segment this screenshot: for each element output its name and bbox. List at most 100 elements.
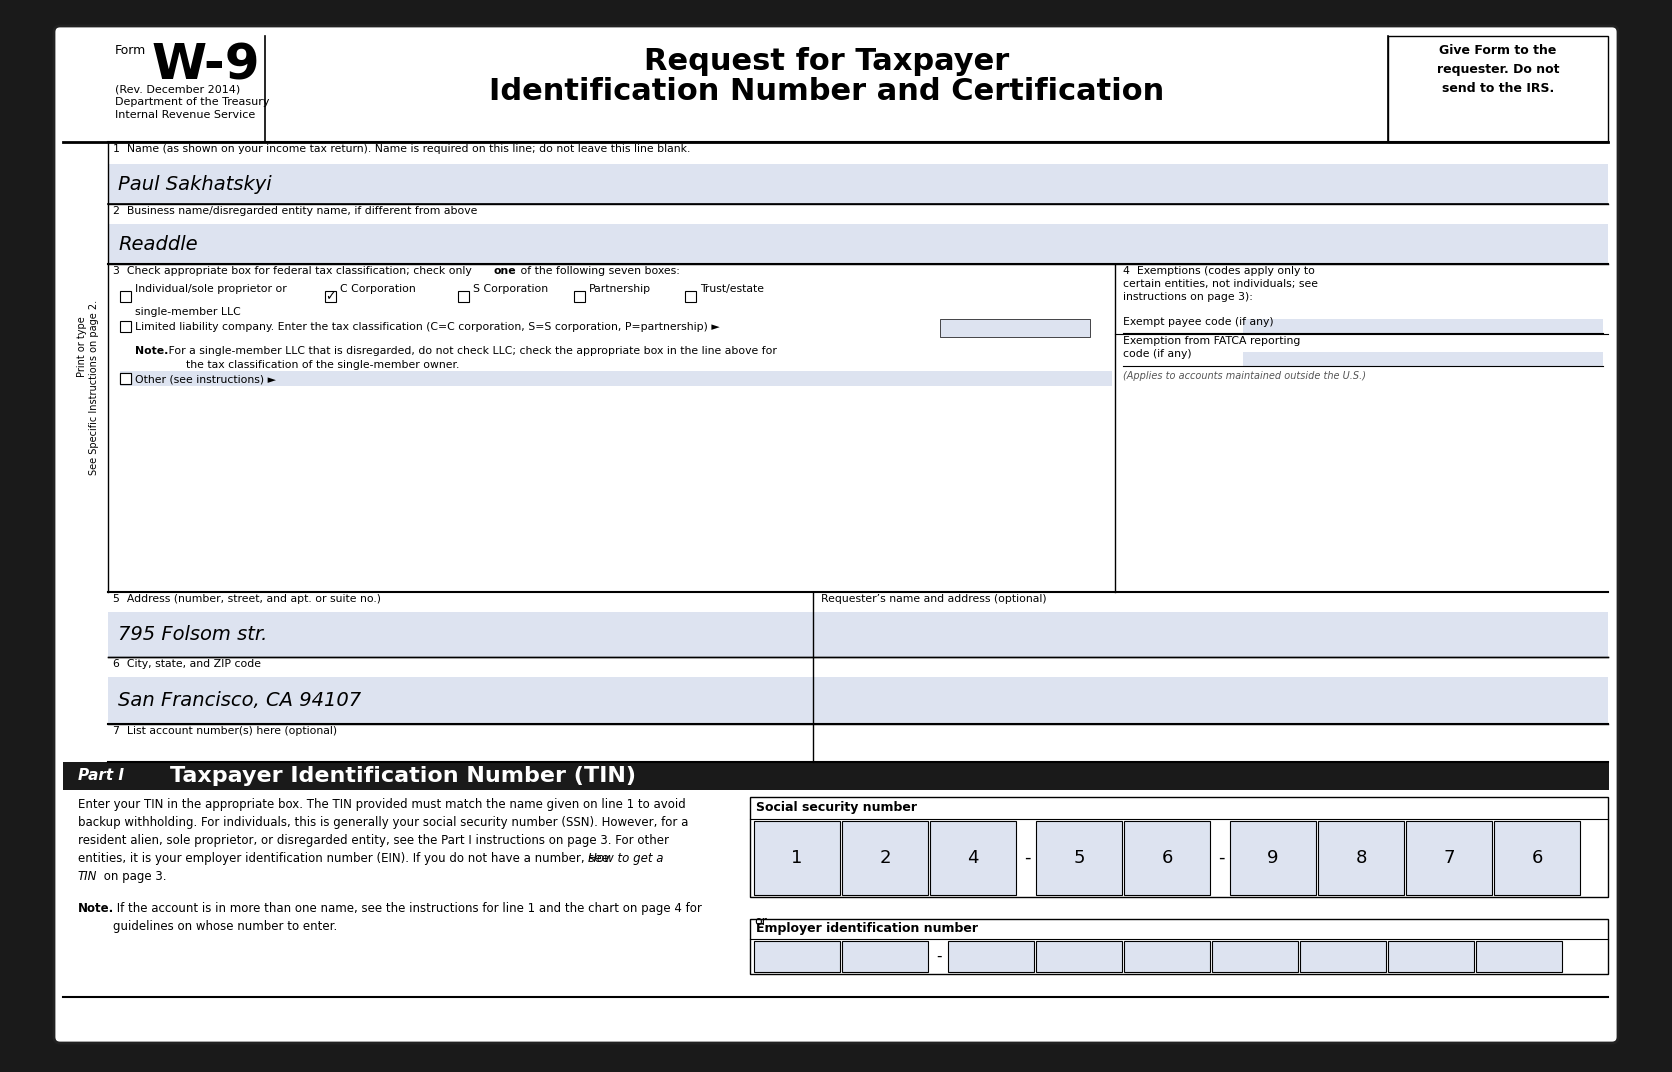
- Bar: [120, 291, 130, 302]
- Bar: [120, 371, 1112, 386]
- Text: Taxpayer Identification Number (TIN): Taxpayer Identification Number (TIN): [171, 766, 635, 786]
- Text: (Rev. December 2014): (Rev. December 2014): [115, 84, 241, 94]
- Text: Note.: Note.: [135, 346, 169, 356]
- Text: Exempt payee code (if any): Exempt payee code (if any): [1124, 317, 1274, 327]
- Text: See Specific Instructions on page 2.: See Specific Instructions on page 2.: [89, 299, 99, 475]
- Text: 6: 6: [1532, 849, 1543, 867]
- Bar: [1037, 941, 1122, 972]
- Text: Note.: Note.: [79, 903, 114, 915]
- Text: Partnership: Partnership: [589, 284, 650, 294]
- Bar: [1476, 941, 1562, 972]
- Text: -: -: [936, 949, 941, 964]
- Text: on page 3.: on page 3.: [100, 870, 167, 883]
- Text: If the account is in more than one name, see the instructions for line 1 and the: If the account is in more than one name,…: [114, 903, 702, 934]
- Bar: [573, 291, 585, 302]
- Bar: [120, 373, 130, 384]
- Text: 2  Business name/disregarded entity name, if different from above: 2 Business name/disregarded entity name,…: [114, 206, 478, 215]
- Text: 6  City, state, and ZIP code: 6 City, state, and ZIP code: [114, 659, 261, 669]
- Text: single-member LLC: single-member LLC: [135, 307, 241, 317]
- Text: Request for Taxpayer: Request for Taxpayer: [644, 47, 1010, 76]
- Text: Individual/sole proprietor or: Individual/sole proprietor or: [135, 284, 288, 294]
- Text: Identification Number and Certification: Identification Number and Certification: [488, 77, 1164, 106]
- Bar: [64, 762, 1608, 790]
- Bar: [1495, 821, 1580, 895]
- Text: Paul Sakhatskyi: Paul Sakhatskyi: [119, 175, 271, 194]
- Text: San Francisco, CA 94107: San Francisco, CA 94107: [119, 691, 361, 710]
- Bar: [1124, 821, 1211, 895]
- Bar: [1406, 821, 1491, 895]
- Text: 4: 4: [966, 849, 978, 867]
- Bar: [686, 291, 696, 302]
- Text: 6: 6: [1162, 849, 1172, 867]
- Text: 1: 1: [791, 849, 803, 867]
- Bar: [1301, 941, 1386, 972]
- Text: 7  List account number(s) here (optional): 7 List account number(s) here (optional): [114, 726, 338, 736]
- Text: 8: 8: [1356, 849, 1366, 867]
- Text: Employer identification number: Employer identification number: [756, 922, 978, 935]
- Text: For a single-member LLC that is disregarded, do not check LLC; check the appropr: For a single-member LLC that is disregar…: [166, 346, 777, 370]
- Bar: [109, 224, 1608, 264]
- Bar: [948, 941, 1033, 972]
- Text: ✓: ✓: [326, 291, 336, 303]
- Bar: [120, 373, 130, 384]
- Text: 5: 5: [1073, 849, 1085, 867]
- Bar: [109, 678, 813, 724]
- Bar: [1037, 821, 1122, 895]
- Text: of the following seven boxes:: of the following seven boxes:: [517, 266, 681, 276]
- Bar: [458, 291, 470, 302]
- Text: Give Form to the
requester. Do not
send to the IRS.: Give Form to the requester. Do not send …: [1436, 44, 1560, 95]
- Text: How to get a: How to get a: [589, 852, 664, 865]
- Bar: [1388, 36, 1608, 142]
- Text: Readdle: Readdle: [119, 235, 197, 253]
- Text: one: one: [493, 266, 515, 276]
- Text: Exemption from FATCA reporting
code (if any): Exemption from FATCA reporting code (if …: [1124, 336, 1301, 359]
- Text: TIN: TIN: [79, 870, 97, 883]
- Text: W-9: W-9: [152, 42, 261, 90]
- Text: resident alien, sole proprietor, or disregarded entity, see the Part I instructi: resident alien, sole proprietor, or disr…: [79, 834, 669, 847]
- Text: 5  Address (number, street, and apt. or suite no.): 5 Address (number, street, and apt. or s…: [114, 594, 381, 604]
- Text: Limited liability company. Enter the tax classification (C=C corporation, S=S co: Limited liability company. Enter the tax…: [135, 322, 719, 332]
- Text: Form: Form: [115, 44, 145, 57]
- Text: Other (see instructions) ►: Other (see instructions) ►: [135, 374, 276, 384]
- Bar: [109, 164, 1608, 204]
- Bar: [1242, 319, 1603, 333]
- Bar: [843, 941, 928, 972]
- Bar: [813, 612, 1608, 657]
- Text: Requester’s name and address (optional): Requester’s name and address (optional): [821, 594, 1047, 604]
- Text: C Corporation: C Corporation: [339, 284, 416, 294]
- Text: 1  Name (as shown on your income tax return). Name is required on this line; do : 1 Name (as shown on your income tax retu…: [114, 144, 691, 154]
- Text: Print or type: Print or type: [77, 316, 87, 377]
- Bar: [1124, 941, 1211, 972]
- Bar: [1318, 821, 1404, 895]
- Bar: [1388, 941, 1475, 972]
- Text: backup withholding. For individuals, this is generally your social security numb: backup withholding. For individuals, thi…: [79, 816, 689, 829]
- Text: 795 Folsom str.: 795 Folsom str.: [119, 625, 268, 644]
- Bar: [843, 821, 928, 895]
- Bar: [1231, 821, 1316, 895]
- Bar: [120, 321, 130, 332]
- Text: 4  Exemptions (codes apply only to
certain entities, not individuals; see
instru: 4 Exemptions (codes apply only to certai…: [1124, 266, 1318, 302]
- Text: Part I: Part I: [79, 769, 124, 784]
- Text: Department of the Treasury: Department of the Treasury: [115, 96, 269, 107]
- Bar: [1242, 352, 1603, 366]
- Bar: [754, 821, 839, 895]
- Text: entities, it is your employer identification number (EIN). If you do not have a : entities, it is your employer identifica…: [79, 852, 612, 865]
- Bar: [751, 796, 1608, 897]
- FancyBboxPatch shape: [54, 26, 1618, 1043]
- Text: 9: 9: [1267, 849, 1279, 867]
- Bar: [930, 821, 1017, 895]
- Text: Enter your TIN in the appropriate box. The TIN provided must match the name give: Enter your TIN in the appropriate box. T…: [79, 798, 686, 812]
- Bar: [940, 319, 1090, 337]
- Text: (Applies to accounts maintained outside the U.S.): (Applies to accounts maintained outside …: [1124, 371, 1366, 381]
- Bar: [754, 941, 839, 972]
- Text: or: or: [754, 915, 767, 928]
- Text: -: -: [1217, 849, 1224, 867]
- Text: 3  Check appropriate box for federal tax classification; check only: 3 Check appropriate box for federal tax …: [114, 266, 475, 276]
- Text: -: -: [1023, 849, 1030, 867]
- Text: Internal Revenue Service: Internal Revenue Service: [115, 110, 256, 120]
- Bar: [813, 678, 1608, 724]
- Text: 7: 7: [1443, 849, 1455, 867]
- Bar: [751, 919, 1608, 974]
- Text: 2: 2: [879, 849, 891, 867]
- Text: S Corporation: S Corporation: [473, 284, 548, 294]
